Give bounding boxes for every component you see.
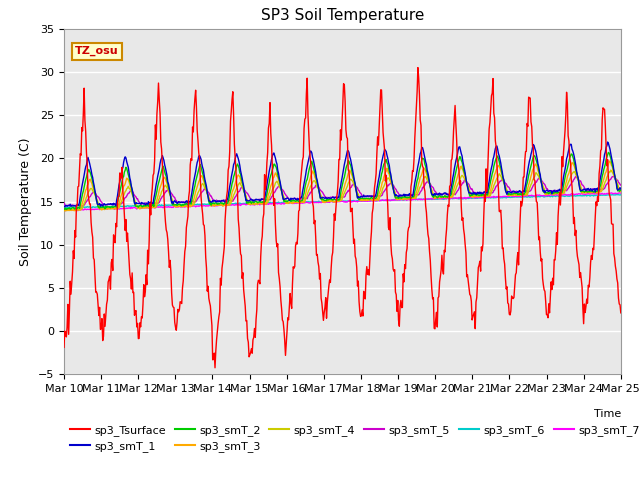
Title: SP3 Soil Temperature: SP3 Soil Temperature: [260, 9, 424, 24]
Legend: sp3_Tsurface, sp3_smT_1, sp3_smT_2, sp3_smT_3, sp3_smT_4, sp3_smT_5, sp3_smT_6, : sp3_Tsurface, sp3_smT_1, sp3_smT_2, sp3_…: [70, 425, 639, 452]
Y-axis label: Soil Temperature (C): Soil Temperature (C): [19, 137, 33, 266]
Text: Time: Time: [593, 409, 621, 419]
Text: TZ_osu: TZ_osu: [75, 46, 119, 56]
